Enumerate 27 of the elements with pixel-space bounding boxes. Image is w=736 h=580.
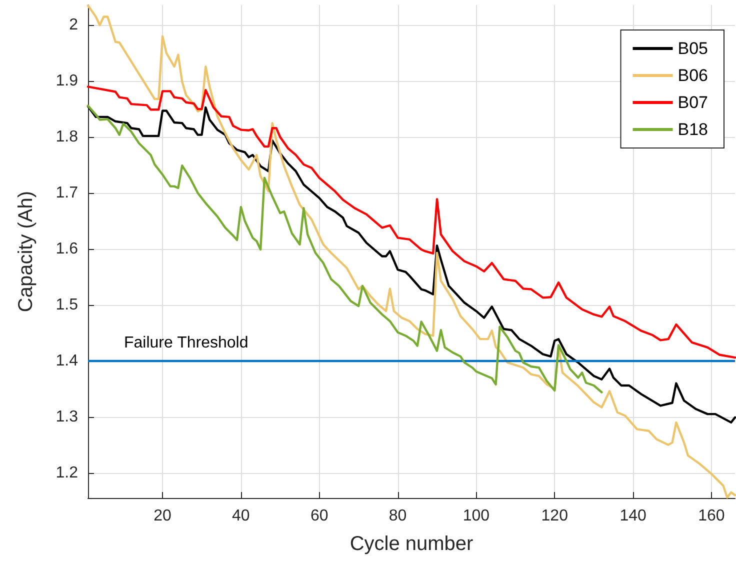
x-tick-label: 80 — [388, 508, 407, 524]
y-tick-label: 1.8 — [56, 128, 78, 146]
y-axis-title: Capacity (Ah) — [15, 190, 37, 312]
ref-line-label: Failure Threshold — [124, 334, 248, 352]
legend-label: B05 — [678, 39, 708, 58]
legend-label: B18 — [678, 120, 708, 139]
y-tick-label: 1.4 — [56, 352, 78, 370]
x-tick-label: 20 — [154, 508, 172, 524]
y-tick-label: 1.7 — [56, 184, 78, 202]
x-tick-label: 40 — [232, 508, 250, 524]
y-tick-label: 1.5 — [56, 296, 78, 314]
line-series — [86, 4, 736, 499]
y-tick-label: 2 — [69, 16, 78, 34]
y-tick-label: 1.2 — [56, 464, 78, 482]
x-tick-label: 140 — [620, 508, 646, 524]
y-tick-label: 1.3 — [56, 408, 78, 426]
y-tick-label: 1.6 — [56, 240, 78, 258]
y-tick-label: 1.9 — [56, 72, 78, 90]
x-tick-label: 60 — [310, 508, 328, 524]
x-tick-label: 100 — [462, 508, 490, 524]
line-series — [86, 86, 736, 359]
x-tick-label: 160 — [698, 508, 725, 524]
legend-label: B07 — [678, 93, 708, 112]
line-series — [86, 104, 603, 394]
x-tick-label: 120 — [541, 508, 568, 524]
x-axis-title: Cycle number — [350, 533, 474, 555]
legend-label: B06 — [678, 66, 708, 85]
